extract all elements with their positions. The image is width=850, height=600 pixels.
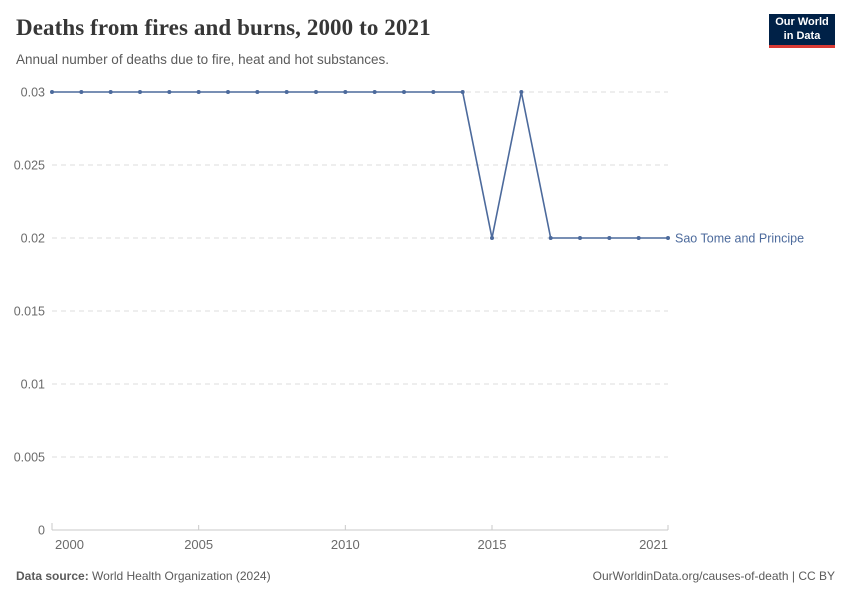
y-tick-label: 0 bbox=[38, 524, 45, 538]
data-point[interactable] bbox=[431, 90, 436, 94]
data-point[interactable] bbox=[607, 236, 612, 240]
y-tick-label: 0.02 bbox=[21, 232, 45, 246]
y-tick-label: 0.03 bbox=[21, 86, 45, 100]
data-point[interactable] bbox=[79, 90, 84, 94]
data-point[interactable] bbox=[666, 236, 670, 240]
owid-logo-line2: in Data bbox=[783, 29, 821, 42]
data-point[interactable] bbox=[255, 90, 260, 94]
owid-citation-link[interactable]: OurWorldinData.org/causes-of-death | CC … bbox=[592, 569, 835, 583]
y-tick-label: 0.005 bbox=[14, 451, 45, 465]
x-tick-label: 2021 bbox=[639, 537, 668, 552]
data-point[interactable] bbox=[372, 90, 377, 94]
data-point[interactable] bbox=[284, 90, 289, 94]
data-point[interactable] bbox=[548, 236, 553, 240]
data-point[interactable] bbox=[402, 90, 406, 94]
data-point[interactable] bbox=[490, 236, 494, 240]
y-tick-label: 0.015 bbox=[14, 305, 45, 319]
data-point[interactable] bbox=[226, 90, 230, 94]
data-point[interactable] bbox=[108, 90, 113, 94]
owid-logo-line1: Our World bbox=[775, 15, 829, 28]
data-point[interactable] bbox=[167, 90, 172, 94]
data-source-note: Data source: World Health Organization (… bbox=[16, 569, 271, 583]
x-tick-label: 2010 bbox=[331, 537, 360, 552]
y-tick-label: 0.01 bbox=[21, 378, 45, 392]
data-point[interactable] bbox=[460, 90, 465, 94]
data-point[interactable] bbox=[50, 90, 54, 94]
data-source-label: Data source: bbox=[16, 569, 89, 583]
series-label: Sao Tome and Principe bbox=[675, 232, 804, 246]
x-tick-label: 2005 bbox=[184, 537, 213, 552]
y-tick-label: 0.025 bbox=[14, 159, 45, 173]
data-point[interactable] bbox=[343, 90, 348, 94]
data-point[interactable] bbox=[578, 236, 582, 240]
chart-subtitle: Annual number of deaths due to fire, hea… bbox=[16, 52, 390, 67]
data-point[interactable] bbox=[314, 90, 318, 94]
page-title: Deaths from fires and burns, 2000 to 202… bbox=[16, 15, 431, 40]
data-point[interactable] bbox=[138, 90, 142, 94]
data-line[interactable] bbox=[52, 91, 668, 239]
data-source-text: World Health Organization (2024) bbox=[88, 569, 271, 583]
chart-footer: Data source: World Health Organization (… bbox=[16, 569, 835, 583]
data-point[interactable] bbox=[636, 236, 641, 240]
data-point[interactable] bbox=[519, 90, 524, 94]
owid-logo[interactable]: Our World in Data bbox=[769, 14, 835, 48]
line-chart-canvas[interactable]: 0 0.005 0.01 0.015 0.02 0.025 0.03 2000 2005 2010… bbox=[0, 80, 850, 560]
x-tick-label: 2015 bbox=[478, 537, 507, 552]
x-tick-label: 2000 bbox=[55, 537, 84, 552]
data-point[interactable] bbox=[196, 90, 201, 94]
